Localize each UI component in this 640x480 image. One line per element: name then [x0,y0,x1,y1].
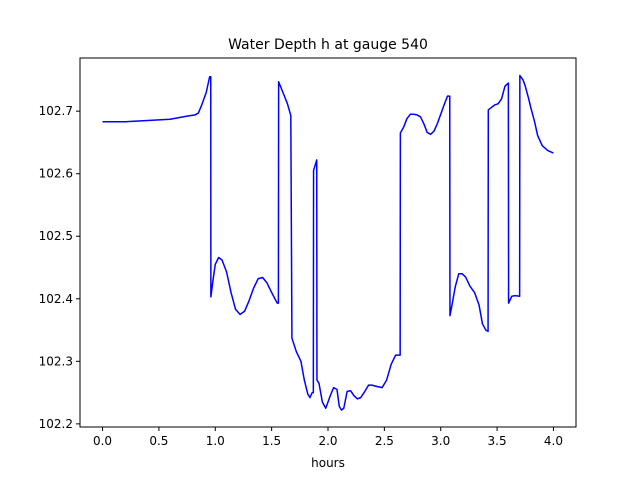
chart-title: Water Depth h at gauge 540 [228,37,428,53]
x-tick-label: 3.0 [431,434,450,448]
y-tick-label: 102.5 [39,229,73,243]
x-tick-label: 1.0 [206,434,225,448]
plot-frame [79,57,577,428]
x-tick-label: 0.5 [149,434,168,448]
y-tick-label: 102.4 [39,292,73,306]
y-tick-label: 102.2 [39,417,73,431]
series-layer [102,74,554,411]
x-tick-label: 3.5 [488,434,507,448]
x-axis: 0.0 0.5 1.0 1.5 2.0 2.5 3.0 3.5 4.0 [93,427,563,448]
y-axis: 102.2 102.3 102.4 102.5 102.6 102.7 [39,104,80,431]
x-tick-label: 2.5 [375,434,394,448]
y-tick-label: 102.3 [39,354,73,368]
x-tick-label: 0.0 [93,434,112,448]
x-tick-label: 2.0 [318,434,337,448]
series-line [102,74,554,411]
x-tick-label: 4.0 [544,434,563,448]
x-tick-label: 1.5 [262,434,281,448]
x-axis-label: hours [311,456,345,470]
y-tick-label: 102.7 [39,104,73,118]
y-tick-label: 102.6 [39,167,73,181]
